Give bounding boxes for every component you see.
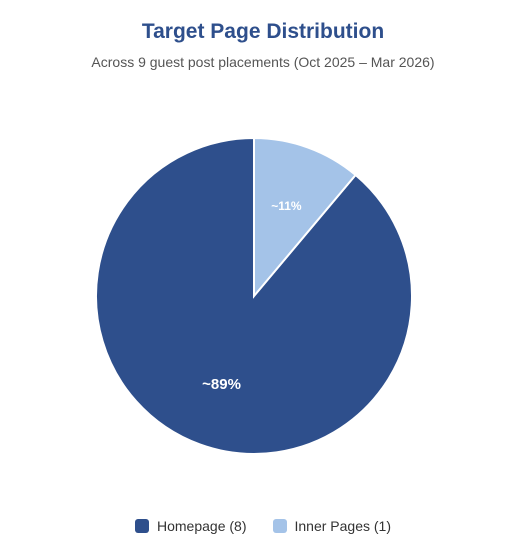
legend-swatch-homepage [135, 519, 149, 533]
data-label-homepage: ~89% [202, 376, 241, 393]
legend-item-inner-pages[interactable]: Inner Pages (1) [272, 518, 392, 534]
chart-legend: Homepage (8) Inner Pages (1) [0, 518, 526, 534]
pie-slice-inner-pages[interactable] [253, 136, 357, 299]
pie-chart: ~89% ~11% [95, 136, 413, 455]
chart-title: Target Page Distribution [141, 20, 385, 43]
legend-item-homepage[interactable]: Homepage (8) [135, 518, 247, 534]
chart-subtitle: Across 9 guest post placements (Oct 2025… [91, 54, 435, 70]
legend-label-inner-pages: Inner Pages (1) [294, 518, 392, 534]
data-label-inner-pages: ~11% [271, 199, 302, 213]
legend-label-homepage: Homepage (8) [157, 518, 247, 534]
legend-swatch-inner-pages [272, 519, 287, 533]
